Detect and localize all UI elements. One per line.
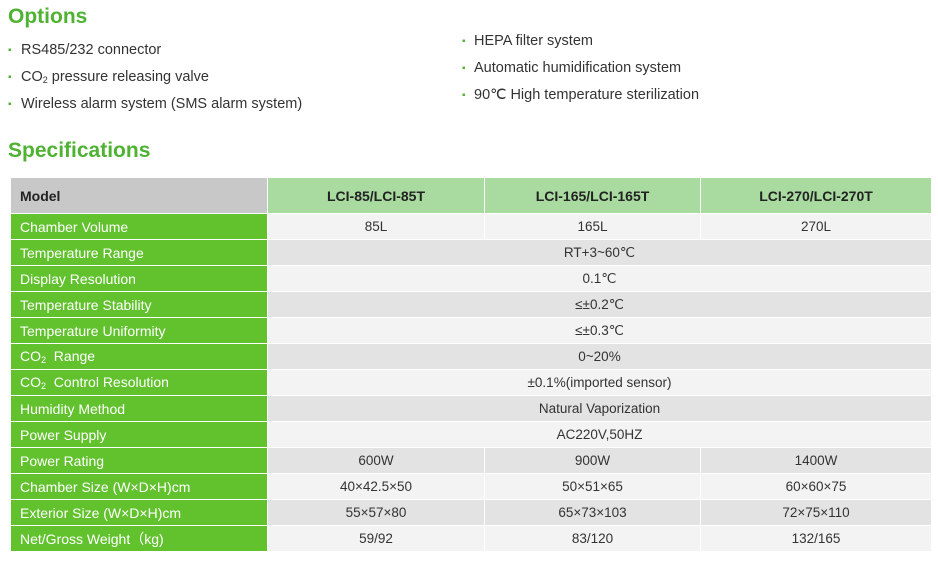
- option-text: RS485/232 connector: [21, 42, 162, 58]
- table-cell: 72×75×110: [700, 499, 932, 526]
- option-text-post: pressure releasing valve: [47, 69, 209, 85]
- table-cell: 1400W: [700, 447, 932, 474]
- row-label: CO2 Control Resolution: [10, 369, 268, 396]
- row-label-post: Range: [46, 348, 96, 364]
- row-label: Temperature Uniformity: [10, 317, 268, 344]
- row-label: Humidity Method: [10, 395, 268, 422]
- table-cell: 0.1℃: [267, 265, 932, 292]
- table-row: Exterior Size (W×D×H)cm 55×57×80 65×73×1…: [10, 499, 932, 526]
- specifications-table: Model LCI-85/LCI-85T LCI-165/LCI-165T LC…: [10, 177, 932, 552]
- row-label-post: Control Resolution: [46, 374, 169, 390]
- option-item: ▪ CO2 pressure releasing valve: [8, 67, 302, 94]
- table-cell: ±0.1%(imported sensor): [267, 369, 932, 396]
- row-label-sub: 2: [41, 355, 47, 365]
- model-header-cell: Model: [10, 177, 268, 214]
- table-cell: 600W: [267, 447, 485, 474]
- table-cell: 50×51×65: [484, 473, 701, 500]
- table-cell: ≤±0.2℃: [267, 291, 932, 318]
- table-row: Net/Gross Weight（kg) 59/92 83/120 132/16…: [10, 525, 932, 552]
- options-list-right: ▪ HEPA filter system ▪ Automatic humidif…: [462, 31, 699, 112]
- row-label: Chamber Volume: [10, 213, 268, 240]
- option-item: ▪ HEPA filter system: [462, 31, 699, 58]
- specifications-heading: Specifications: [8, 139, 151, 162]
- row-label: Power Rating: [10, 447, 268, 474]
- options-heading: Options: [8, 5, 88, 28]
- table-row: Chamber Volume 85L 165L 270L: [10, 213, 932, 240]
- table-cell: ≤±0.3℃: [267, 317, 932, 344]
- table-cell: AC220V,50HZ: [267, 421, 932, 448]
- row-label: CO2 Range: [10, 343, 268, 370]
- row-label: Exterior Size (W×D×H)cm: [10, 499, 268, 526]
- option-item: ▪ Automatic humidification system: [462, 58, 699, 85]
- table-cell: 165L: [484, 213, 701, 240]
- table-cell: 270L: [700, 213, 932, 240]
- row-label-pre: CO: [20, 374, 41, 390]
- table-row: Power Supply AC220V,50HZ: [10, 421, 932, 448]
- option-text: Automatic humidification system: [474, 60, 682, 76]
- table-row: Temperature Range RT+3~60℃: [10, 239, 932, 266]
- column-header: LCI-85/LCI-85T: [267, 177, 485, 214]
- table-row: CO2 Range 0~20%: [10, 343, 932, 370]
- option-text-sub: 2: [42, 75, 48, 85]
- table-cell: RT+3~60℃: [267, 239, 932, 266]
- option-text: Wireless alarm system (SMS alarm system): [21, 96, 303, 112]
- table-row: Display Resolution 0.1℃: [10, 265, 932, 292]
- table-cell: 40×42.5×50: [267, 473, 485, 500]
- bullet-icon: ▪: [462, 90, 466, 101]
- option-text: HEPA filter system: [474, 33, 593, 49]
- table-row: Temperature Stability ≤±0.2℃: [10, 291, 932, 318]
- table-header-row: Model LCI-85/LCI-85T LCI-165/LCI-165T LC…: [10, 177, 932, 214]
- row-label: Power Supply: [10, 421, 268, 448]
- table-cell: Natural Vaporization: [267, 395, 932, 422]
- bullet-icon: ▪: [8, 45, 12, 56]
- row-label: Display Resolution: [10, 265, 268, 292]
- table-row: Humidity Method Natural Vaporization: [10, 395, 932, 422]
- bullet-icon: ▪: [462, 36, 466, 47]
- option-item: ▪ Wireless alarm system (SMS alarm syste…: [8, 94, 302, 121]
- table-cell: 132/165: [700, 525, 932, 552]
- column-header: LCI-165/LCI-165T: [484, 177, 701, 214]
- bullet-icon: ▪: [462, 63, 466, 74]
- option-item: ▪ 90℃ High temperature sterilization: [462, 85, 699, 112]
- table-row: CO2 Control Resolution ±0.1%(imported se…: [10, 369, 932, 396]
- row-label: Chamber Size (W×D×H)cm: [10, 473, 268, 500]
- row-label: Temperature Stability: [10, 291, 268, 318]
- table-cell: 55×57×80: [267, 499, 485, 526]
- row-label-sub: 2: [41, 381, 47, 391]
- table-row: Temperature Uniformity ≤±0.3℃: [10, 317, 932, 344]
- column-header: LCI-270/LCI-270T: [700, 177, 932, 214]
- table-cell: 85L: [267, 213, 485, 240]
- bullet-icon: ▪: [8, 72, 12, 83]
- table-cell: 83/120: [484, 525, 701, 552]
- table-cell: 900W: [484, 447, 701, 474]
- option-text: CO2 pressure releasing valve: [21, 67, 209, 91]
- bullet-icon: ▪: [8, 99, 12, 110]
- row-label-pre: CO: [20, 348, 41, 364]
- row-label: Net/Gross Weight（kg): [10, 525, 268, 552]
- row-label: Temperature Range: [10, 239, 268, 266]
- table-row: Power Rating 600W 900W 1400W: [10, 447, 932, 474]
- option-item: ▪ RS485/232 connector: [8, 40, 302, 67]
- table-cell: 60×60×75: [700, 473, 932, 500]
- table-cell: 0~20%: [267, 343, 932, 370]
- table-row: Chamber Size (W×D×H)cm 40×42.5×50 50×51×…: [10, 473, 932, 500]
- options-list-left: ▪ RS485/232 connector ▪ CO2 pressure rel…: [8, 40, 302, 121]
- table-cell: 65×73×103: [484, 499, 701, 526]
- option-text: 90℃ High temperature sterilization: [474, 87, 700, 103]
- table-cell: 59/92: [267, 525, 485, 552]
- option-text-pre: CO: [21, 69, 43, 85]
